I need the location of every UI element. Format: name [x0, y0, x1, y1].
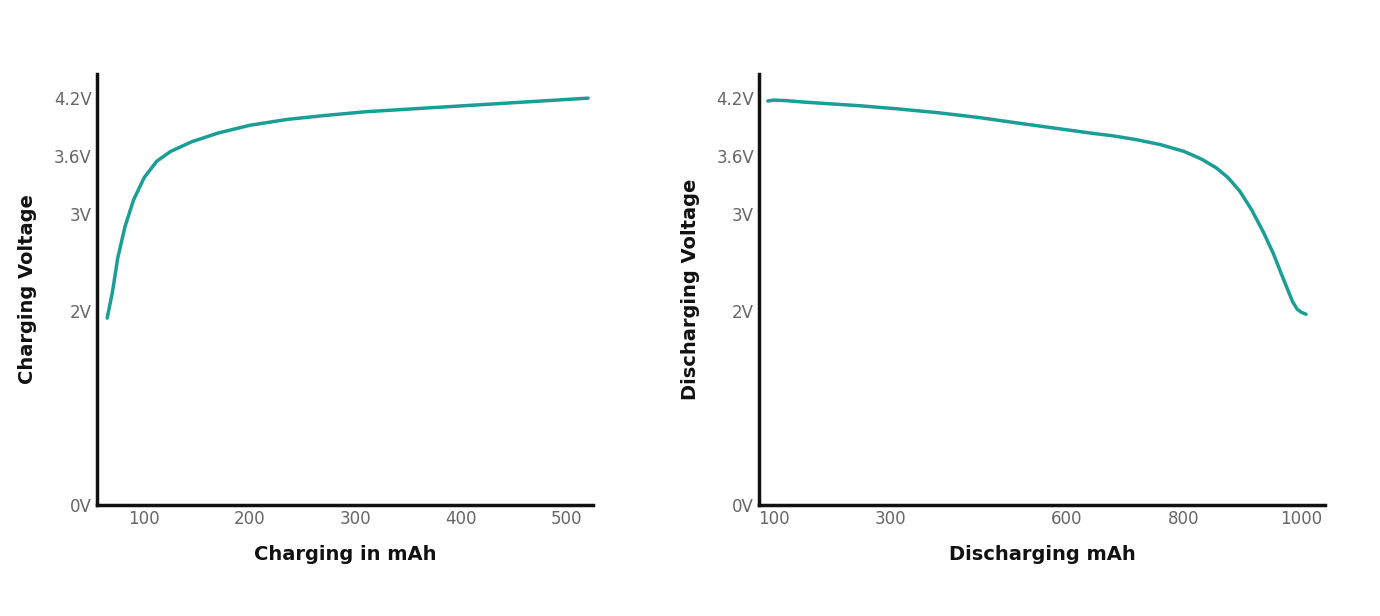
- Y-axis label: Charging Voltage: Charging Voltage: [18, 195, 37, 384]
- Y-axis label: Discharging Voltage: Discharging Voltage: [680, 179, 700, 400]
- X-axis label: Discharging mAh: Discharging mAh: [948, 545, 1136, 564]
- X-axis label: Charging in mAh: Charging in mAh: [254, 545, 436, 564]
